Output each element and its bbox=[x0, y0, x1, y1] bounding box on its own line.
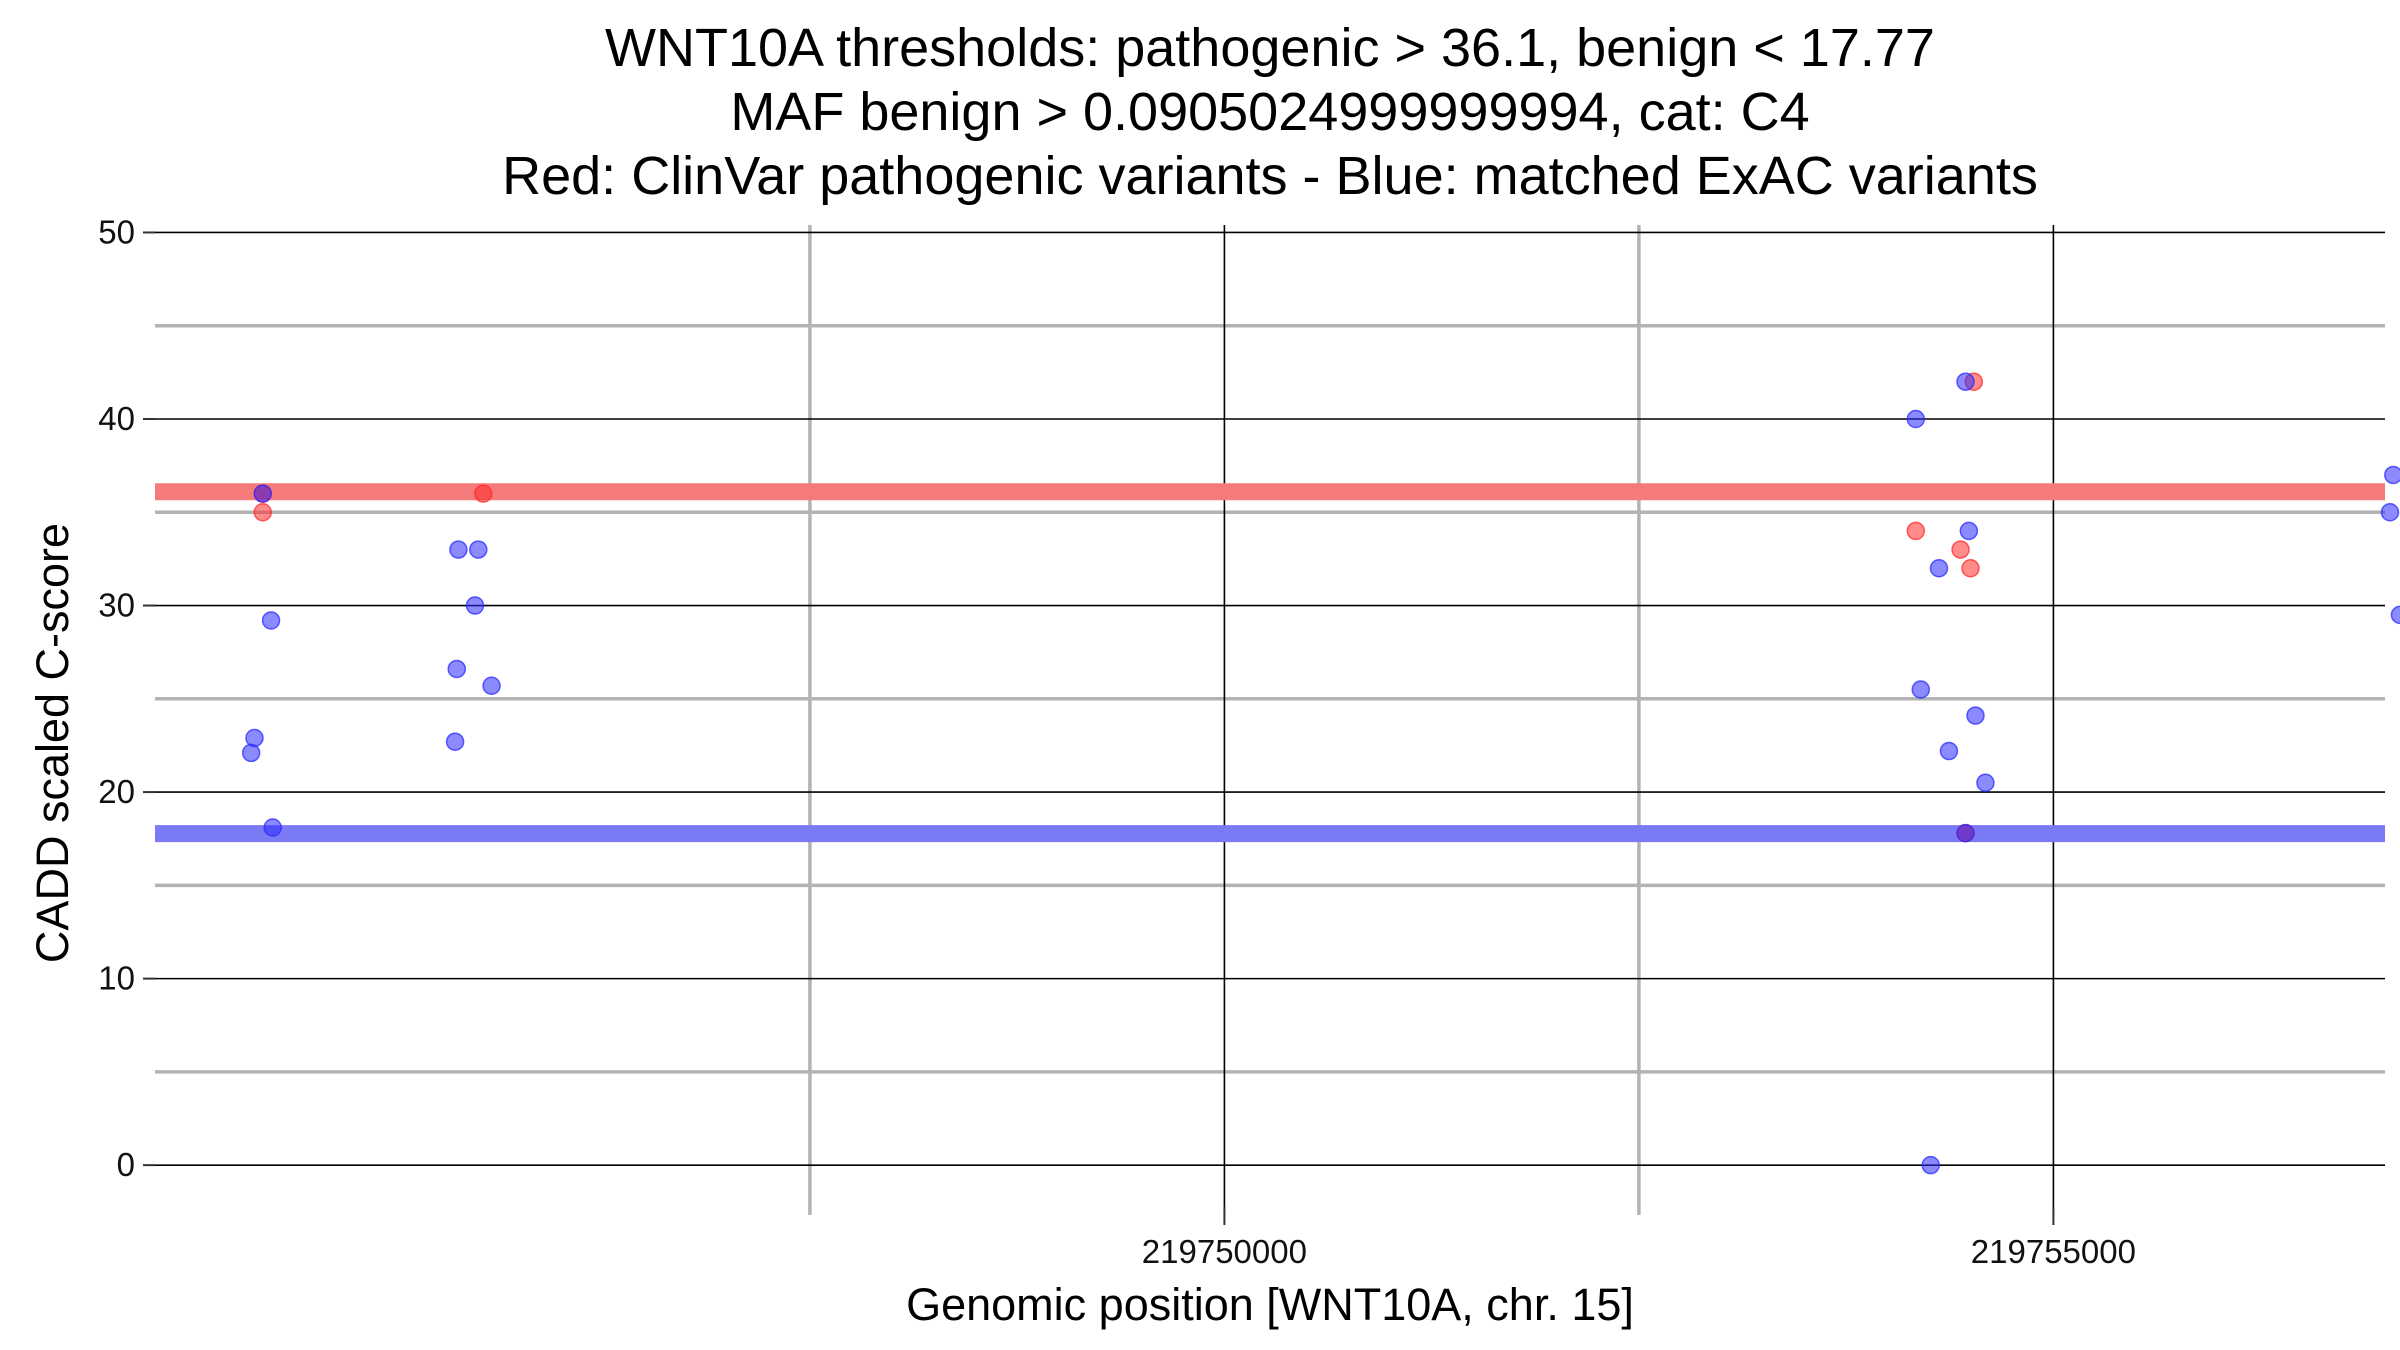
y-tick-label: 0 bbox=[117, 1146, 135, 1183]
data-points bbox=[241, 372, 2400, 1175]
minor-gridlines bbox=[155, 225, 2385, 1215]
data-point bbox=[445, 732, 465, 751]
y-axis: 0 10 20 30 40 50 bbox=[98, 213, 155, 1183]
data-point bbox=[1956, 372, 1975, 391]
data-point bbox=[263, 818, 282, 837]
data-point bbox=[1939, 741, 1959, 761]
y-tick-label: 40 bbox=[98, 400, 135, 437]
y-tick-label: 50 bbox=[98, 213, 135, 250]
y-tick-label: 20 bbox=[98, 773, 135, 810]
data-point bbox=[1976, 773, 1995, 792]
data-point bbox=[245, 728, 264, 748]
data-point bbox=[465, 596, 485, 615]
data-point bbox=[1951, 540, 1970, 559]
major-gridlines bbox=[155, 225, 2385, 1215]
x-tick-label: 219755000 bbox=[1971, 1233, 2136, 1270]
data-point bbox=[1961, 558, 1980, 578]
data-point bbox=[1929, 558, 1949, 578]
x-axis: 219750000 219755000 bbox=[1142, 1207, 2136, 1270]
title-line-1: WNT10A thresholds: pathogenic > 36.1, be… bbox=[605, 18, 1935, 78]
data-point bbox=[261, 611, 281, 630]
data-point bbox=[1921, 1155, 1940, 1175]
data-point bbox=[1906, 521, 1926, 541]
data-point bbox=[1959, 521, 1979, 541]
data-point bbox=[1911, 680, 1931, 699]
data-point bbox=[1906, 409, 1926, 429]
title-line-3: Red: ClinVar pathogenic variants - Blue:… bbox=[502, 146, 2038, 206]
data-point bbox=[241, 743, 261, 763]
data-point bbox=[447, 659, 467, 679]
data-point bbox=[1956, 823, 1975, 843]
chart-title: WNT10A thresholds: pathogenic > 36.1, be… bbox=[502, 18, 2038, 206]
data-point bbox=[253, 503, 273, 522]
data-point bbox=[2390, 605, 2400, 625]
data-point bbox=[474, 484, 493, 503]
data-point bbox=[253, 484, 273, 503]
data-point bbox=[482, 676, 501, 695]
x-tick-label: 219750000 bbox=[1142, 1233, 1307, 1270]
data-point bbox=[2384, 465, 2400, 485]
data-point bbox=[469, 540, 488, 559]
y-tick-label: 10 bbox=[98, 960, 135, 997]
data-point bbox=[1966, 706, 1985, 725]
title-line-2: MAF benign > 0.0905024999999994, cat: C4 bbox=[730, 82, 1809, 142]
x-axis-title: Genomic position [WNT10A, chr. 15] bbox=[906, 1279, 1634, 1330]
data-point bbox=[449, 540, 468, 559]
y-axis-title: CADD scaled C-score bbox=[27, 523, 78, 963]
y-tick-label: 30 bbox=[98, 587, 135, 624]
data-point bbox=[2380, 503, 2400, 522]
threshold-lines bbox=[155, 483, 2385, 843]
